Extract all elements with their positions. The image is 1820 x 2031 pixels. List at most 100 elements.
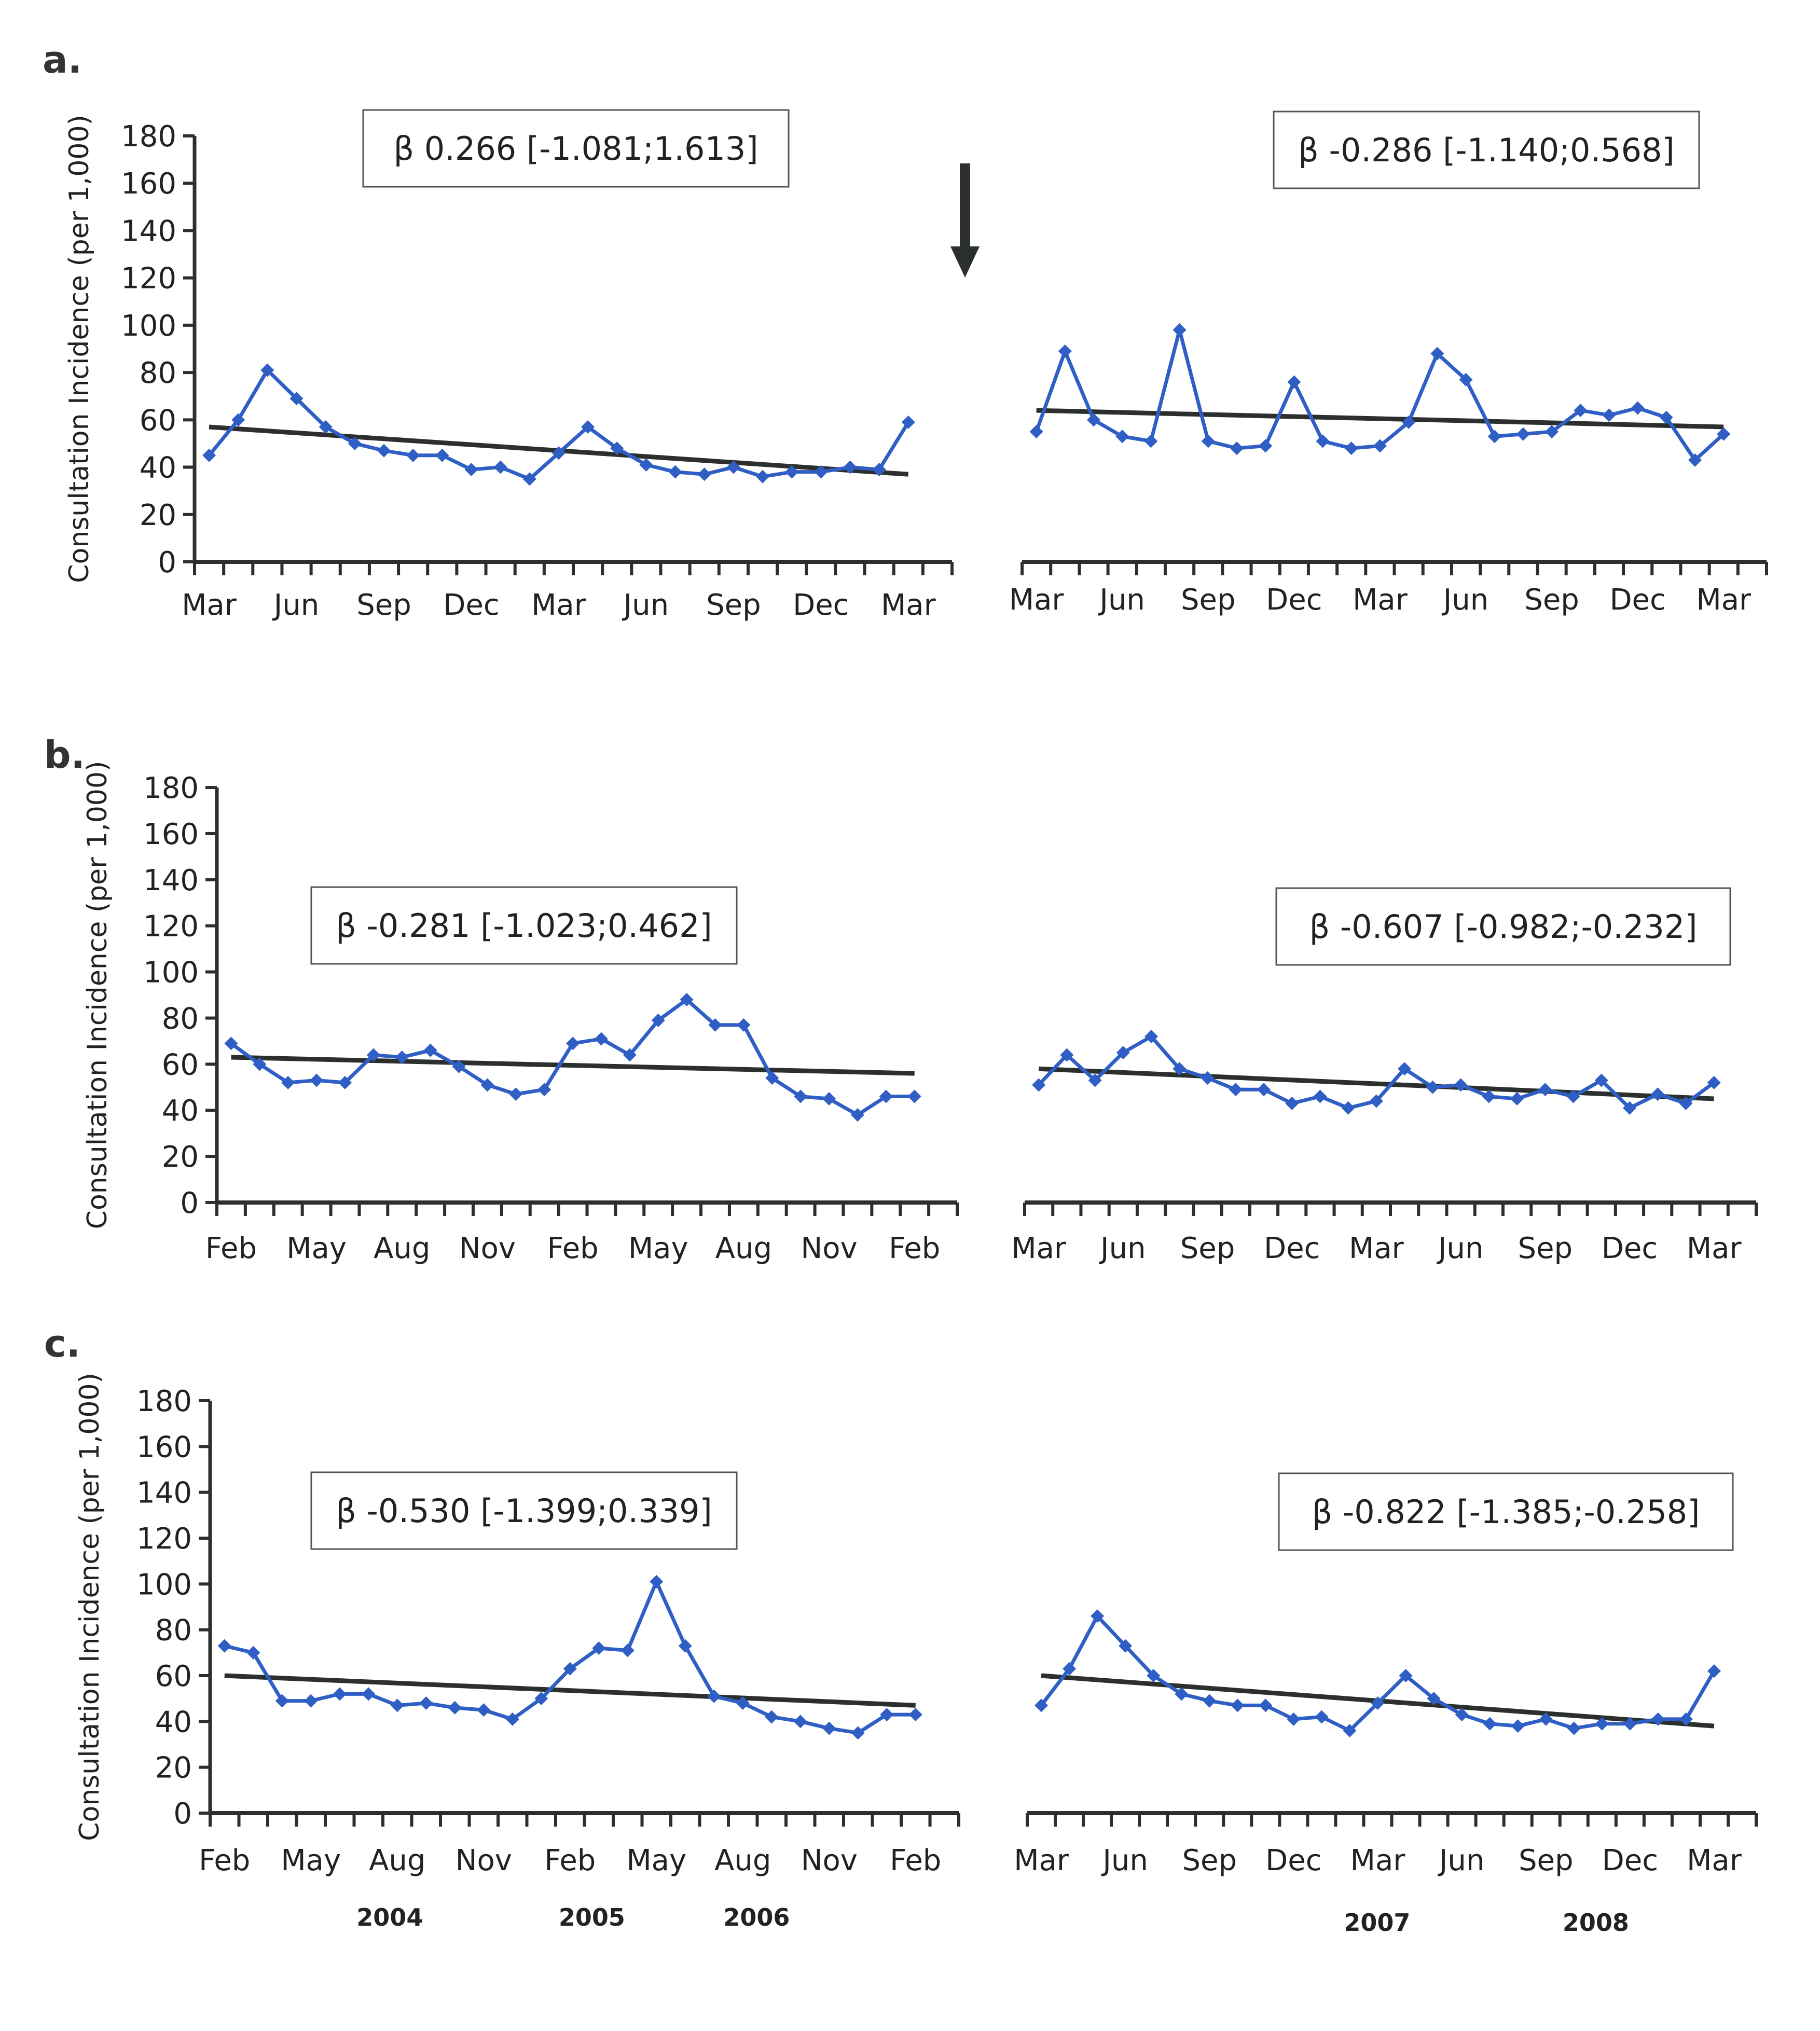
data-point xyxy=(1373,439,1387,453)
year-label: 2007 xyxy=(1344,1909,1410,1937)
data-point xyxy=(275,1694,289,1708)
data-point xyxy=(1679,1096,1693,1110)
data-point xyxy=(1371,1696,1385,1710)
data-point xyxy=(224,1037,238,1051)
x-tick-label: Mar xyxy=(531,588,587,622)
data-point xyxy=(1285,1096,1299,1110)
y-tick-label: 160 xyxy=(136,1430,192,1464)
data-point xyxy=(814,465,828,479)
data-point xyxy=(1316,434,1330,448)
x-tick-label: Mar xyxy=(1350,1844,1406,1877)
x-tick-label: Aug xyxy=(369,1844,425,1877)
x-tick-label: Nov xyxy=(456,1844,512,1877)
data-point xyxy=(901,415,915,429)
data-point xyxy=(1119,1639,1133,1653)
data-point xyxy=(253,1057,267,1071)
data-point xyxy=(843,460,857,474)
data-point xyxy=(1717,427,1731,441)
data-point xyxy=(1343,1724,1357,1737)
data-point xyxy=(1594,1073,1608,1087)
data-point xyxy=(419,1696,433,1710)
data-point xyxy=(1032,1078,1046,1092)
data-point xyxy=(480,1078,494,1092)
y-tick-label: 140 xyxy=(143,864,199,897)
data-point xyxy=(1651,1087,1665,1101)
data-point xyxy=(563,1662,577,1676)
data-point xyxy=(395,1051,409,1064)
data-point xyxy=(592,1641,606,1655)
beta-annotation-box xyxy=(310,1471,738,1550)
data-point xyxy=(1230,441,1244,455)
data-point xyxy=(1058,344,1072,358)
x-tick-label: Mar xyxy=(1696,583,1752,617)
x-tick-label: Jun xyxy=(1098,583,1145,617)
beta-annotation-box xyxy=(310,886,738,965)
y-tick-label: 60 xyxy=(162,1048,199,1082)
y-tick-label: 40 xyxy=(162,1094,199,1128)
y-axis-label: Consultation Incidence (per 1,000) xyxy=(82,761,113,1229)
data-point xyxy=(304,1694,318,1708)
beta-annotation-box xyxy=(1278,1472,1734,1551)
x-tick-label: Jun xyxy=(622,588,669,622)
x-tick-label: Feb xyxy=(890,1844,941,1877)
x-tick-label: Dec xyxy=(1602,1844,1658,1877)
x-tick-label: Sep xyxy=(356,588,411,622)
data-point xyxy=(708,1018,722,1032)
data-point xyxy=(1259,1698,1273,1712)
y-tick-label: 160 xyxy=(121,167,176,201)
data-point xyxy=(785,465,799,479)
data-point xyxy=(697,467,711,481)
data-point xyxy=(1487,430,1501,444)
beta-annotation: β -0.530 [-1.399;0.339] xyxy=(336,1492,712,1530)
data-point xyxy=(1430,347,1444,361)
beta-annotation-box xyxy=(1273,110,1700,189)
y-tick-label: 60 xyxy=(155,1660,192,1693)
data-point xyxy=(1063,1662,1077,1676)
data-point xyxy=(1173,1062,1187,1076)
data-point xyxy=(1482,1089,1496,1103)
x-tick-label: Aug xyxy=(715,1232,772,1265)
y-tick-label: 100 xyxy=(143,956,199,990)
data-point xyxy=(1201,434,1215,448)
beta-annotation: β -0.286 [-1.140;0.568] xyxy=(1298,131,1674,169)
x-tick-label: Dec xyxy=(1264,1232,1320,1265)
x-tick-label: Mar xyxy=(1011,1232,1067,1265)
y-tick-label: 100 xyxy=(136,1568,192,1601)
data-point xyxy=(1623,1717,1637,1731)
data-point xyxy=(477,1703,491,1717)
beta-annotation-box xyxy=(1275,887,1731,966)
data-point xyxy=(310,1073,324,1087)
y-tick-label: 140 xyxy=(121,214,176,248)
data-point xyxy=(246,1646,260,1660)
data-point xyxy=(621,1643,635,1657)
data-series-line xyxy=(1040,1614,1716,1733)
data-point xyxy=(566,1037,580,1051)
data-point xyxy=(1287,375,1301,389)
x-tick-label: Dec xyxy=(1266,583,1322,617)
x-tick-label: Feb xyxy=(199,1844,250,1877)
data-point xyxy=(390,1698,404,1712)
x-tick-label: Jun xyxy=(1438,1844,1485,1877)
y-tick-label: 20 xyxy=(140,499,176,532)
data-point xyxy=(1315,1710,1329,1724)
y-tick-label: 40 xyxy=(140,451,176,485)
x-tick-label: Mar xyxy=(1009,583,1065,617)
y-tick-label: 60 xyxy=(140,404,176,437)
data-point xyxy=(217,1639,231,1653)
data-point xyxy=(1086,413,1100,427)
data-point xyxy=(1622,1101,1636,1115)
data-point xyxy=(202,448,216,462)
x-tick-label: Feb xyxy=(547,1232,598,1265)
data-point xyxy=(1679,1712,1693,1726)
y-tick-label: 180 xyxy=(143,771,199,805)
data-point xyxy=(765,1710,779,1724)
data-point xyxy=(1567,1721,1581,1735)
data-point xyxy=(737,1018,751,1032)
data-point xyxy=(1313,1089,1327,1103)
x-tick-label: Dec xyxy=(1265,1844,1321,1877)
x-tick-label: Jun xyxy=(1442,583,1489,617)
data-point xyxy=(1344,441,1358,455)
y-axis-label: Consultation Incidence (per 1,000) xyxy=(64,115,95,583)
data-point xyxy=(794,1089,808,1103)
